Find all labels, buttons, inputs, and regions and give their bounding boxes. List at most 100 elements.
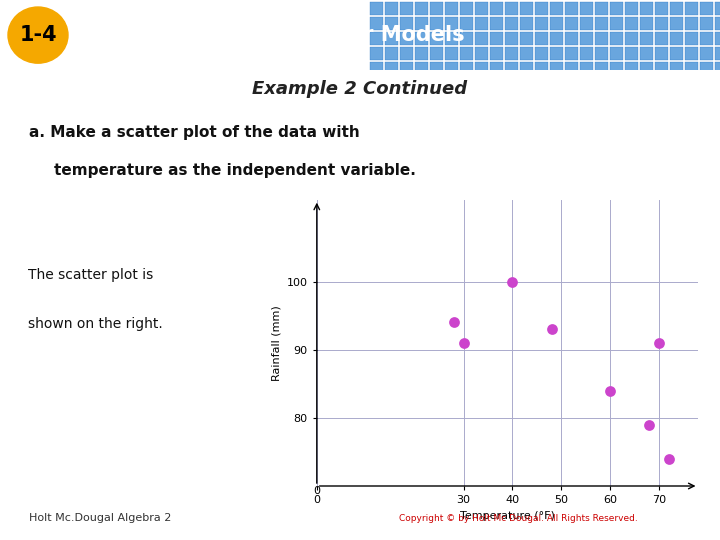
Bar — [625, 2, 638, 15]
Bar — [565, 47, 578, 60]
Bar — [460, 47, 473, 60]
Bar — [490, 62, 503, 75]
Bar — [535, 17, 548, 30]
Bar — [400, 17, 413, 30]
Bar — [535, 47, 548, 60]
Bar — [535, 2, 548, 15]
Bar — [445, 32, 458, 45]
Bar — [685, 62, 698, 75]
Point — [605, 386, 616, 395]
Bar — [715, 62, 720, 75]
Bar — [415, 62, 428, 75]
Bar — [520, 2, 533, 15]
Bar — [670, 47, 683, 60]
Bar — [640, 32, 653, 45]
Bar — [670, 32, 683, 45]
Bar — [640, 17, 653, 30]
Bar — [670, 62, 683, 75]
Bar — [595, 62, 608, 75]
Text: 1-4: 1-4 — [19, 25, 57, 45]
Bar — [655, 17, 668, 30]
Bar — [400, 47, 413, 60]
Bar — [460, 62, 473, 75]
Bar — [535, 62, 548, 75]
Bar — [700, 17, 713, 30]
Bar — [385, 47, 398, 60]
Bar — [625, 47, 638, 60]
Bar — [550, 2, 563, 15]
Bar — [520, 17, 533, 30]
Bar — [595, 2, 608, 15]
Bar — [430, 32, 443, 45]
Bar — [475, 17, 488, 30]
Bar — [430, 47, 443, 60]
Bar — [640, 2, 653, 15]
Text: Copyright © by Holt Mc Dougal. All Rights Reserved.: Copyright © by Holt Mc Dougal. All Right… — [399, 514, 638, 523]
Bar — [475, 32, 488, 45]
Bar — [580, 62, 593, 75]
Bar — [430, 2, 443, 15]
Bar — [505, 62, 518, 75]
Bar — [700, 47, 713, 60]
Bar — [490, 47, 503, 60]
Bar — [385, 2, 398, 15]
Bar — [505, 32, 518, 45]
Bar — [700, 32, 713, 45]
Point — [644, 420, 655, 429]
Bar — [685, 32, 698, 45]
Bar — [685, 2, 698, 15]
Bar — [610, 47, 623, 60]
Bar — [385, 32, 398, 45]
Bar — [655, 62, 668, 75]
Bar — [475, 2, 488, 15]
Bar — [445, 17, 458, 30]
Text: temperature as the independent variable.: temperature as the independent variable. — [54, 163, 416, 178]
Bar — [370, 2, 383, 15]
Ellipse shape — [8, 7, 68, 63]
Bar — [625, 62, 638, 75]
Bar — [445, 2, 458, 15]
Bar — [670, 2, 683, 15]
Bar — [550, 32, 563, 45]
Bar — [520, 62, 533, 75]
Bar — [595, 17, 608, 30]
Bar — [595, 32, 608, 45]
Bar — [385, 17, 398, 30]
Bar — [580, 2, 593, 15]
Bar — [550, 47, 563, 60]
Bar — [415, 17, 428, 30]
Bar — [655, 32, 668, 45]
Bar — [670, 17, 683, 30]
Bar — [385, 62, 398, 75]
Bar — [580, 47, 593, 60]
Bar — [640, 47, 653, 60]
Bar — [595, 47, 608, 60]
Bar — [490, 32, 503, 45]
Bar — [655, 47, 668, 60]
Bar — [400, 2, 413, 15]
X-axis label: Temperature (°F): Temperature (°F) — [460, 511, 555, 521]
Bar — [430, 62, 443, 75]
Bar — [715, 47, 720, 60]
Bar — [370, 62, 383, 75]
Text: Example 2 Continued: Example 2 Continued — [253, 80, 467, 98]
Bar — [685, 17, 698, 30]
Bar — [505, 17, 518, 30]
Text: Holt Mc.Dougal Algebra 2: Holt Mc.Dougal Algebra 2 — [29, 514, 171, 523]
Bar — [475, 47, 488, 60]
Bar — [550, 62, 563, 75]
Bar — [490, 17, 503, 30]
Text: The scatter plot is: The scatter plot is — [28, 268, 153, 282]
Bar — [610, 62, 623, 75]
Bar — [370, 32, 383, 45]
Bar — [430, 17, 443, 30]
Bar — [520, 47, 533, 60]
Point — [458, 339, 469, 347]
Y-axis label: Rainfall (mm): Rainfall (mm) — [271, 305, 282, 381]
Bar — [715, 2, 720, 15]
Bar — [580, 17, 593, 30]
Bar — [625, 17, 638, 30]
Bar — [550, 17, 563, 30]
Bar — [610, 17, 623, 30]
Bar — [715, 17, 720, 30]
